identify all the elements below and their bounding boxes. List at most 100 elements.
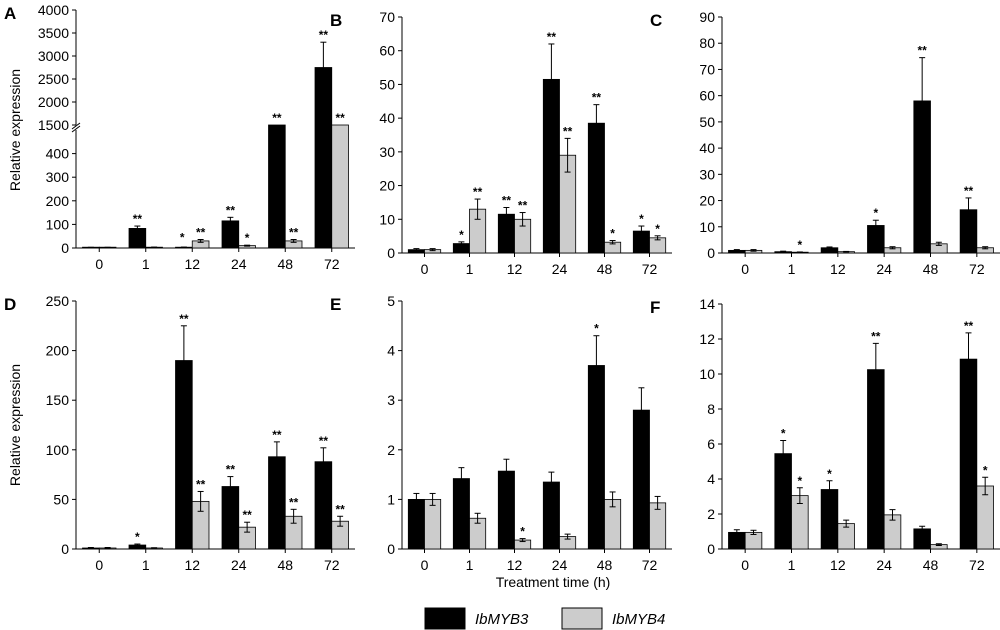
- significance-mark: **: [272, 111, 282, 125]
- significance-mark: *: [827, 467, 832, 481]
- y-tick-label: 30: [379, 144, 395, 160]
- bar-ibmyb3: [314, 67, 333, 249]
- x-tick-label: 48: [277, 256, 293, 272]
- x-tick-label: 48: [923, 557, 939, 573]
- x-tick-label: 72: [969, 261, 985, 277]
- significance-mark: *: [459, 228, 464, 242]
- y-tick-label: 20: [699, 193, 715, 209]
- x-tick-label: 12: [830, 557, 846, 573]
- significance-mark: **: [242, 508, 252, 522]
- x-tick-label: 1: [788, 261, 796, 277]
- y-tick-label: 2500: [38, 71, 69, 87]
- panel-letter-a: A: [4, 4, 16, 23]
- x-axis-title: Treatment time (h): [496, 574, 611, 590]
- axis-break-mark: [71, 122, 81, 130]
- significance-mark: **: [592, 91, 602, 105]
- significance-mark: **: [473, 185, 483, 199]
- y-tick-label: 0: [61, 240, 69, 256]
- bar-ibmyb3: [268, 124, 286, 249]
- significance-mark: *: [594, 322, 599, 336]
- x-tick-label: 1: [466, 557, 474, 573]
- x-tick-label: 48: [597, 557, 613, 573]
- bar-ibmyb4: [424, 498, 442, 550]
- y-tick-label: 40: [699, 140, 715, 156]
- significance-mark: *: [520, 525, 525, 539]
- y-tick-label: 5: [387, 293, 395, 309]
- significance-mark: **: [335, 111, 345, 125]
- y-tick-label: 2: [387, 442, 395, 458]
- significance-mark: **: [226, 463, 236, 477]
- y-tick-label: 250: [46, 293, 70, 309]
- x-tick-label: 72: [642, 557, 658, 573]
- significance-mark: **: [226, 203, 236, 217]
- panel-letter-d: D: [4, 295, 16, 314]
- significance-mark: *: [781, 427, 786, 441]
- y-tick-label: 200: [46, 193, 70, 209]
- x-tick-label: 24: [552, 261, 568, 277]
- panel-d: D 0 50 100 150 200 250 0 1* 12 ** ** 24 ** ** 48 ** ** 72 *…: [4, 293, 355, 573]
- y-tick-label: 50: [379, 76, 395, 92]
- x-tick-label: 12: [507, 261, 523, 277]
- legend-swatch-ibmyb4: [561, 607, 603, 630]
- y-tick-label: 300: [46, 169, 70, 185]
- significance-mark: **: [335, 502, 345, 516]
- bar-ibmyb3: [221, 220, 240, 249]
- x-tick-label: 12: [507, 557, 523, 573]
- y-tick-label: 8: [707, 401, 715, 417]
- y-tick-label: 50: [699, 114, 715, 130]
- x-tick-label: 24: [231, 557, 247, 573]
- significance-mark: *: [180, 230, 185, 244]
- x-tick-label: 0: [95, 557, 103, 573]
- y-tick-label: 3: [387, 392, 395, 408]
- y-tick-label: 2: [707, 506, 715, 522]
- significance-mark: **: [917, 44, 927, 58]
- x-tick-label: 72: [969, 557, 985, 573]
- y-tick-label: 0: [707, 245, 715, 261]
- y-tick-label: 4000: [38, 2, 69, 18]
- significance-mark: *: [245, 231, 250, 245]
- significance-mark: **: [319, 434, 329, 448]
- y-axis-title-bottom: Relative expression: [7, 364, 23, 486]
- significance-mark: **: [196, 477, 206, 491]
- y-tick-label: 200: [46, 343, 70, 359]
- x-tick-label: 24: [231, 256, 247, 272]
- y-tick-label: 80: [699, 35, 715, 51]
- x-tick-label: 72: [324, 557, 340, 573]
- bar-ibmyb3: [774, 453, 792, 550]
- y-tick-label: 100: [46, 216, 70, 232]
- x-tick-label: 48: [277, 557, 293, 573]
- significance-mark: **: [196, 226, 206, 240]
- x-tick-label: 1: [142, 256, 150, 272]
- x-tick-label: 1: [142, 557, 150, 573]
- x-tick-label: 12: [830, 261, 846, 277]
- y-tick-label: 3000: [38, 48, 69, 64]
- significance-mark: **: [272, 428, 282, 442]
- y-tick-label: 0: [61, 541, 69, 557]
- significance-mark: *: [655, 222, 660, 236]
- y-tick-label: 1500: [38, 117, 69, 133]
- bar-ibmyb3: [959, 358, 978, 550]
- y-tick-label: 50: [53, 491, 69, 507]
- significance-mark: **: [179, 312, 189, 326]
- significance-mark: *: [983, 463, 988, 477]
- y-tick-label: 30: [699, 166, 715, 182]
- significance-mark: **: [502, 193, 512, 207]
- x-tick-label: 0: [741, 557, 749, 573]
- x-tick-label: 0: [741, 261, 749, 277]
- legend-swatch-ibmyb3: [424, 607, 466, 630]
- bar-ibmyb3: [128, 228, 147, 249]
- y-tick-label: 3500: [38, 25, 69, 41]
- y-tick-label: 70: [379, 9, 395, 25]
- x-tick-label: 1: [788, 557, 796, 573]
- panel-letter-e: E: [330, 295, 341, 314]
- significance-mark: *: [639, 212, 644, 226]
- y-tick-label: 0: [707, 541, 715, 557]
- significance-mark: **: [133, 212, 143, 226]
- x-tick-label: 24: [552, 557, 568, 573]
- x-tick-label: 48: [923, 261, 939, 277]
